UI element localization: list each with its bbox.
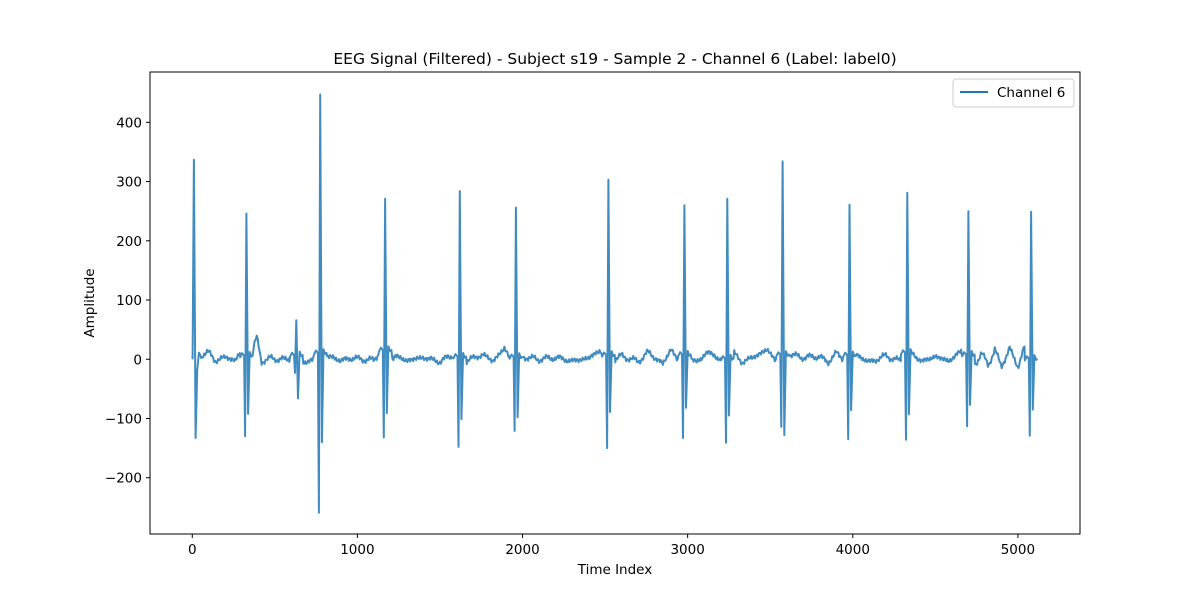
x-tick-label: 2000 <box>505 542 539 558</box>
chart-title: EEG Signal (Filtered) - Subject s19 - Sa… <box>333 50 896 68</box>
y-tick-label: −200 <box>105 471 142 487</box>
plot-area <box>191 93 1039 514</box>
y-tick-label: −100 <box>105 412 142 428</box>
axes-frame <box>149 71 1081 535</box>
legend: Channel 6 <box>952 78 1075 108</box>
y-tick-label: 200 <box>116 234 142 250</box>
x-axis: 0 1000 2000 3000 4000 5000 <box>188 534 1035 558</box>
legend-box <box>952 78 1075 108</box>
x-tick-label: 0 <box>188 542 197 558</box>
x-tick-label: 4000 <box>836 542 870 558</box>
x-tick-label: 3000 <box>670 542 704 558</box>
x-tick-label: 5000 <box>1001 542 1035 558</box>
x-axis-label: Time Index <box>577 562 653 578</box>
y-tick-label: 0 <box>133 352 142 368</box>
series-line-channel-6 <box>191 93 1039 514</box>
legend-label: Channel 6 <box>997 85 1065 101</box>
y-axis-label: Amplitude <box>82 268 98 337</box>
y-tick-label: 300 <box>116 175 142 191</box>
x-tick-label: 1000 <box>340 542 374 558</box>
y-axis: −200 −100 0 100 200 300 400 <box>105 115 150 487</box>
y-tick-label: 100 <box>116 293 142 309</box>
y-tick-label: 400 <box>116 115 142 131</box>
